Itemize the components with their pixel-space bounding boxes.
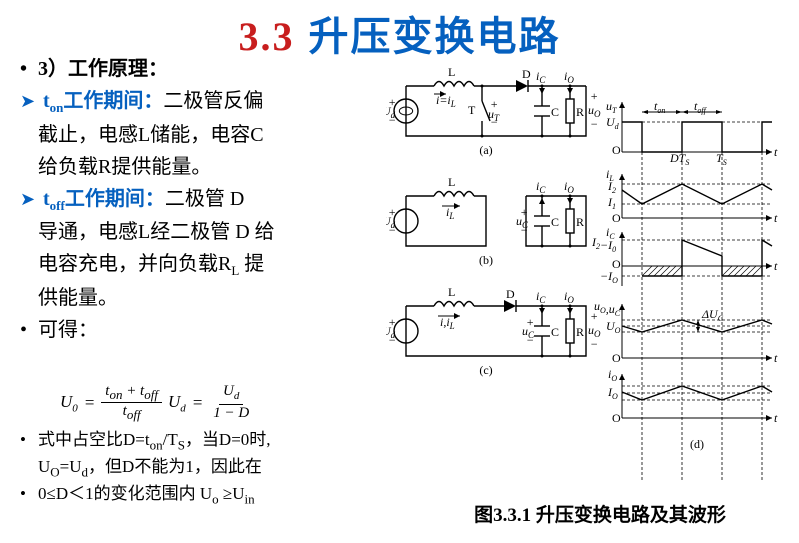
figure-caption: 图3.3.1 升压变换电路及其波形	[420, 500, 780, 527]
svg-text:t: t	[774, 411, 778, 425]
circuit-a: + − Ud T + − uT C iC R iO + − uO L i=iL …	[386, 66, 601, 157]
svg-text:uO: uO	[588, 323, 601, 339]
svg-text:(a): (a)	[479, 143, 492, 157]
line-9: •可得：	[20, 315, 380, 345]
line-note1: •式中占空比D=ton/TS，当D=0时,	[20, 429, 380, 454]
svg-text:(d): (d)	[690, 437, 704, 451]
svg-text:iO: iO	[564, 69, 574, 85]
svg-text:O: O	[612, 143, 621, 157]
section-number: 3.3	[239, 14, 295, 59]
svg-text:R: R	[576, 325, 584, 339]
line-note2: UO=Ud，但D不能为1，因此在	[20, 456, 380, 481]
svg-text:R: R	[576, 105, 584, 119]
svg-text:−: −	[590, 117, 598, 131]
svg-text:(b): (b)	[479, 253, 493, 267]
line-note3: •0≤D＜1的变化范围内 Uo ≥Uin	[20, 483, 380, 508]
svg-text:O: O	[612, 351, 621, 365]
svg-text:uO: uO	[588, 103, 601, 119]
line-1: •3）工作原理：	[20, 54, 380, 84]
svg-text:uT: uT	[606, 99, 617, 115]
svg-text:L: L	[448, 285, 455, 299]
svg-text:iO: iO	[564, 289, 574, 305]
line-5: ➤ toff工作期间：二极管 D	[20, 184, 380, 216]
svg-text:DTS: DTS	[669, 151, 689, 167]
circuit-c: + − Ud L D i,iL C iC + − uC R iO + − uO …	[386, 285, 601, 377]
svg-text:L: L	[448, 175, 455, 189]
slide-title: 3.3 升压变换电路	[0, 0, 799, 62]
line-6: 导通，电感L经二极管 D 给	[20, 217, 380, 247]
svg-text:I2: I2	[607, 179, 616, 195]
waveforms-d: ton toff uT Ud O t DTS TS iL I2 I1 O t	[591, 99, 778, 482]
svg-text:iO: iO	[564, 179, 574, 195]
line-3: 截止，电感L储能，电容C	[20, 120, 380, 150]
svg-text:−: −	[590, 337, 598, 351]
svg-text:D: D	[506, 287, 515, 301]
svg-text:iC: iC	[536, 179, 546, 195]
formula: U0 = ton + toff toff Ud = Ud 1 − D	[60, 383, 380, 423]
svg-text:ton: ton	[654, 99, 665, 115]
svg-text:O: O	[612, 411, 621, 425]
svg-text:C: C	[551, 105, 559, 119]
svg-text:IO: IO	[607, 385, 618, 401]
line-8: 供能量。	[20, 283, 380, 313]
circuit-b: + − Ud L iL C + − uC iC R iO (b)	[386, 175, 586, 267]
svg-text:UO: UO	[606, 319, 621, 335]
svg-text:L: L	[448, 66, 455, 79]
svg-text:O: O	[612, 257, 621, 271]
svg-text:t: t	[774, 259, 778, 273]
svg-text:t: t	[774, 211, 778, 225]
line-formula: U0 = ton + toff toff Ud = Ud 1 − D	[20, 347, 380, 423]
svg-text:toff: toff	[694, 99, 708, 115]
svg-text:I1: I1	[607, 195, 616, 211]
svg-text:i,iL: i,iL	[440, 315, 455, 331]
svg-text:R: R	[576, 215, 584, 229]
svg-text:Ud: Ud	[606, 115, 620, 131]
svg-text:−IO: −IO	[600, 269, 618, 285]
line-2: ➤ ton工作期间：二极管反偏	[20, 86, 380, 118]
svg-text:iO: iO	[608, 367, 617, 383]
text-content: •3）工作原理： ➤ ton工作期间：二极管反偏 截止，电感L储能，电容C 给负…	[20, 54, 380, 510]
svg-text:iC: iC	[536, 69, 546, 85]
svg-text:TS: TS	[716, 151, 727, 167]
title-text: 升压变换电路	[309, 14, 561, 59]
svg-text:O: O	[612, 211, 621, 225]
svg-text:iL: iL	[446, 205, 454, 221]
figure-area: + − Ud T + − uT C iC R iO + − uO L i=iL …	[386, 66, 786, 496]
line-7: 电容充电，并向负载RL 提	[20, 249, 380, 281]
svg-text:(c): (c)	[479, 363, 492, 377]
svg-text:C: C	[551, 325, 559, 339]
svg-text:i=iL: i=iL	[436, 93, 456, 109]
svg-text:t: t	[774, 145, 778, 159]
svg-text:D: D	[522, 67, 531, 81]
svg-text:ΔUC: ΔUC	[701, 307, 724, 323]
svg-text:C: C	[551, 215, 559, 229]
svg-text:t: t	[774, 351, 778, 365]
svg-text:+: +	[590, 89, 598, 103]
svg-text:iC: iC	[536, 289, 546, 305]
svg-text:T: T	[468, 103, 476, 117]
line-4: 给负载R提供能量。	[20, 152, 380, 182]
